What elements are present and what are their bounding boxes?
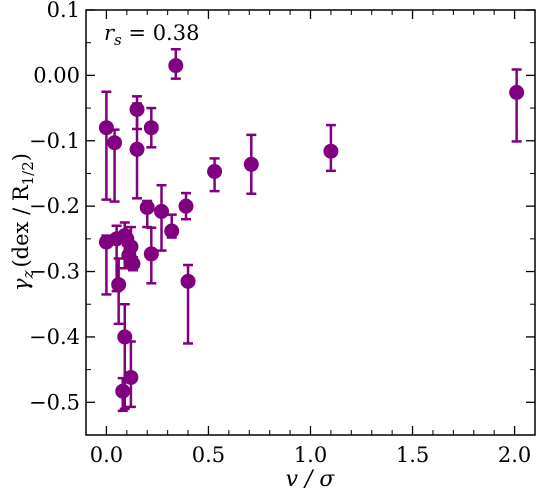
x-axis-ticks: 0.0 0.5 1.0 1.5 2.0 [85, 10, 536, 467]
y-tick-label: −0.4 [29, 325, 80, 349]
data-point [98, 120, 114, 136]
data-points [98, 58, 525, 399]
data-point [323, 143, 339, 159]
y-tick-label: −0.2 [29, 194, 80, 218]
data-point [154, 203, 170, 219]
plot-frame [85, 9, 536, 436]
data-point [139, 199, 155, 215]
x-tick-label: 1.0 [294, 443, 327, 467]
correlation-annotation: rs = 0.38 [104, 21, 199, 49]
y-tick-label: −0.5 [29, 390, 80, 414]
x-tick-label: 0.0 [90, 443, 123, 467]
data-point [178, 198, 194, 214]
data-point [243, 156, 259, 172]
y-tick-label: −0.1 [29, 129, 80, 153]
x-tick-label: 2.0 [498, 443, 531, 467]
error-bar [511, 68, 522, 143]
data-point [509, 84, 525, 100]
error-bar [101, 90, 112, 201]
data-point [129, 141, 145, 157]
y-tick-label: 0.1 [47, 0, 80, 22]
y-axis-title: γz(dex / R1/2) [9, 153, 37, 291]
data-point [125, 256, 141, 272]
y-axis-ticks: 0.1 0.00 −0.1 −0.2 −0.3 −0.4 −0.5 [29, 0, 535, 436]
data-point [143, 120, 159, 136]
data-point [168, 58, 184, 74]
x-tick-label: 1.5 [396, 443, 429, 467]
x-axis-title: v / σ [286, 467, 336, 492]
data-point [117, 329, 133, 345]
data-point [123, 369, 139, 385]
data-point [207, 164, 223, 179]
data-point [180, 273, 196, 289]
data-point [123, 239, 139, 255]
data-point [107, 135, 123, 151]
data-point [115, 383, 131, 399]
y-tick-label: 0.00 [33, 63, 80, 87]
y-tick-label: −0.3 [29, 260, 80, 284]
data-point [129, 101, 145, 117]
x-tick-label: 0.5 [192, 443, 225, 467]
data-point [143, 246, 159, 262]
data-point [164, 223, 180, 239]
plot-area: 0.0 0.5 1.0 1.5 2.0 0.1 0.00 −0.1 −0.2 −0.3 −0.4 −… [29, 0, 536, 467]
data-point [111, 277, 127, 293]
